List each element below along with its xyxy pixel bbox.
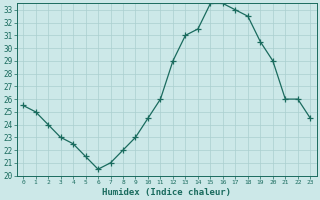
- X-axis label: Humidex (Indice chaleur): Humidex (Indice chaleur): [102, 188, 231, 197]
